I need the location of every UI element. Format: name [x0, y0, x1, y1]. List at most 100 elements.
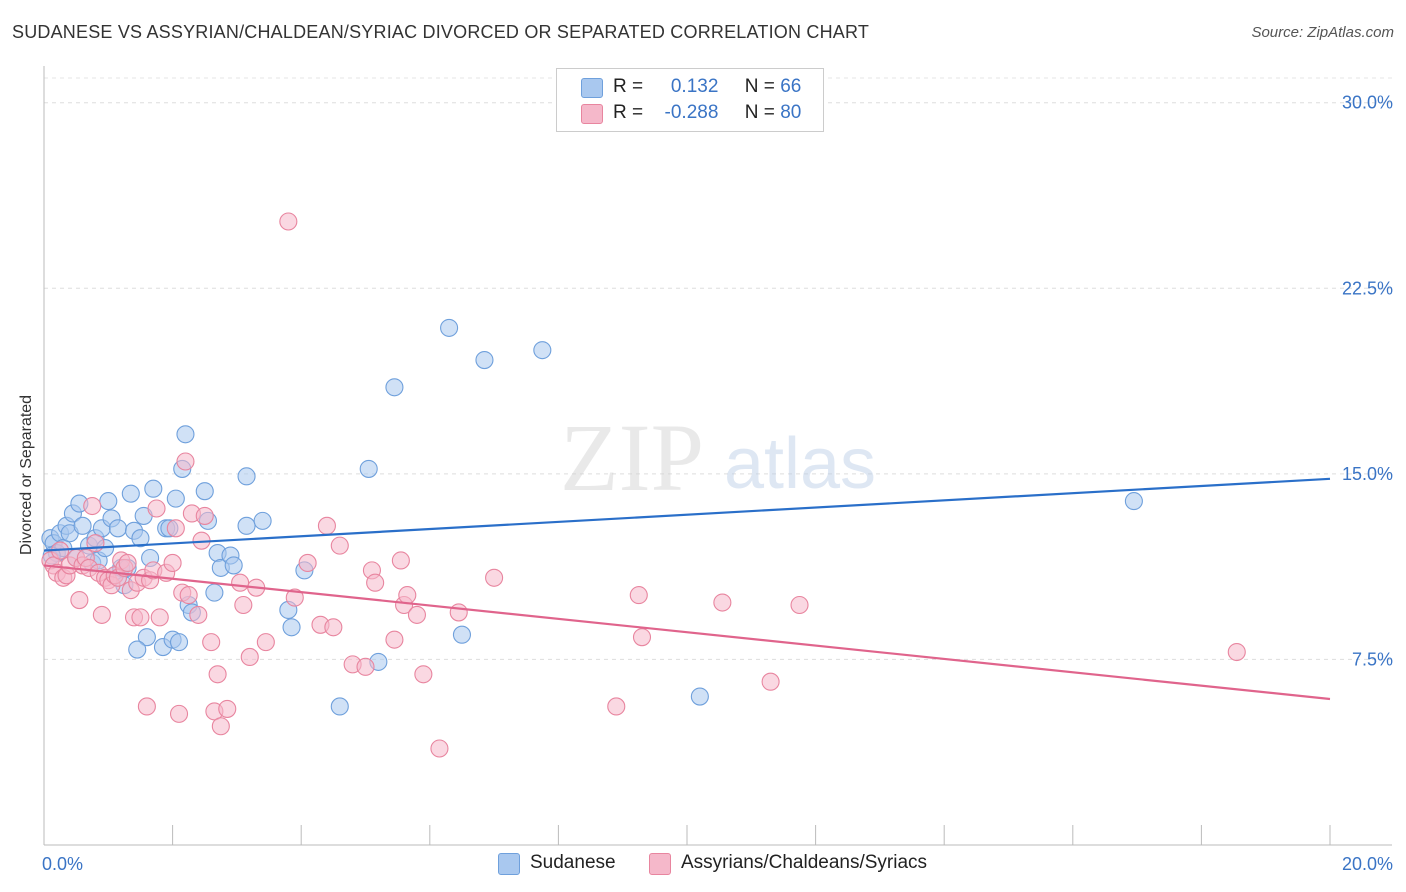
n-label: N = — [744, 102, 775, 123]
trend-line — [43, 564, 1331, 701]
data-point — [195, 506, 214, 525]
data-point — [385, 630, 404, 649]
n-value: 80 — [780, 102, 802, 123]
data-point — [391, 551, 410, 570]
data-point — [632, 628, 652, 647]
data-point — [179, 586, 198, 605]
data-point — [256, 633, 275, 652]
data-point — [330, 536, 349, 555]
data-point — [240, 647, 259, 667]
data-point — [137, 628, 156, 647]
data-point — [237, 467, 256, 486]
data-point — [83, 496, 102, 516]
legend-swatch-assyrians — [581, 104, 603, 124]
legend-swatch-sudanese — [498, 853, 520, 875]
data-point — [761, 672, 780, 691]
watermark: ZIP atlas — [560, 404, 876, 511]
data-point — [163, 553, 182, 572]
r-value: 0.132 — [670, 76, 719, 97]
data-point — [430, 739, 449, 758]
x-tick-label: 0.0% — [42, 854, 83, 874]
data-point — [324, 618, 343, 637]
data-point — [195, 482, 214, 501]
data-point — [1227, 642, 1246, 662]
r-label: R = — [613, 76, 644, 97]
data-point — [713, 593, 732, 612]
data-point — [330, 697, 349, 716]
data-point — [108, 519, 127, 538]
data-point — [475, 351, 494, 370]
data-point — [202, 633, 221, 652]
data-point — [166, 519, 185, 538]
y-tick-label: 7.5% — [1352, 649, 1393, 669]
data-point — [150, 608, 169, 627]
data-point — [128, 640, 147, 659]
legend-label-assyrians: Assyrians/Chaldeans/Syriacs — [681, 852, 928, 873]
legend-swatch-assyrians — [649, 853, 671, 875]
data-point — [253, 511, 272, 530]
data-point — [533, 341, 552, 360]
data-point — [144, 479, 163, 498]
data-point — [99, 492, 118, 511]
data-point — [366, 573, 385, 592]
data-point — [359, 459, 378, 478]
data-point — [137, 697, 156, 716]
trend-lines — [43, 477, 1331, 701]
data-point — [208, 665, 227, 684]
y-tick-label: 22.5% — [1342, 278, 1393, 298]
axes — [43, 66, 1392, 846]
n-label: N = — [744, 76, 775, 97]
data-point — [218, 699, 237, 718]
data-point — [607, 697, 626, 716]
data-point — [1124, 492, 1143, 511]
source-label: Source: ZipAtlas.com — [1251, 24, 1394, 41]
data-point — [73, 516, 92, 535]
chart-title: SUDANESE VS ASSYRIAN/CHALDEAN/SYRIAC DIV… — [12, 22, 870, 42]
data-point — [92, 605, 111, 624]
data-point — [224, 556, 243, 575]
watermark-atlas: atlas — [724, 424, 876, 504]
n-value: 66 — [780, 76, 802, 97]
data-point — [629, 586, 648, 605]
data-point — [131, 529, 150, 548]
tick-labels: 7.5% 15.0% 22.5% 30.0% 0.0% 20.0% — [42, 93, 1393, 874]
data-point — [189, 605, 208, 624]
data-point — [440, 318, 459, 337]
data-point — [385, 378, 404, 397]
y-tick-label: 30.0% — [1342, 93, 1393, 113]
watermark-zip: ZIP — [560, 404, 704, 511]
legend-swatch-sudanese — [581, 78, 603, 98]
data-point — [414, 665, 433, 684]
data-point — [131, 608, 150, 627]
data-point — [169, 633, 189, 652]
data-point — [70, 591, 89, 610]
x-tick-label: 20.0% — [1342, 854, 1393, 874]
r-label: R = — [613, 102, 644, 123]
data-point — [407, 605, 426, 624]
data-point — [298, 553, 317, 572]
data-point — [282, 618, 301, 637]
data-point — [285, 588, 304, 607]
data-point — [211, 717, 230, 736]
data-point — [790, 595, 809, 615]
data-point — [176, 425, 195, 444]
trend-line — [43, 477, 1331, 552]
y-tick-label: 15.0% — [1342, 464, 1393, 484]
data-point — [169, 704, 189, 723]
data-point — [452, 625, 472, 644]
data-point — [449, 603, 468, 622]
y-axis-label: Divorced or Separated — [18, 394, 35, 555]
data-point — [317, 516, 336, 535]
data-point — [234, 595, 253, 615]
data-point — [356, 657, 375, 676]
data-point — [690, 687, 709, 706]
legend-label-sudanese: Sudanese — [530, 852, 616, 873]
data-point — [279, 212, 298, 231]
grid-lines — [44, 77, 1392, 660]
data-point — [118, 553, 137, 572]
r-value: -0.288 — [664, 102, 719, 123]
correlation-legend: R = 0.132 N = 66 R = -0.288 N = 80 — [556, 68, 824, 132]
data-point — [121, 484, 140, 503]
data-point — [398, 586, 417, 605]
